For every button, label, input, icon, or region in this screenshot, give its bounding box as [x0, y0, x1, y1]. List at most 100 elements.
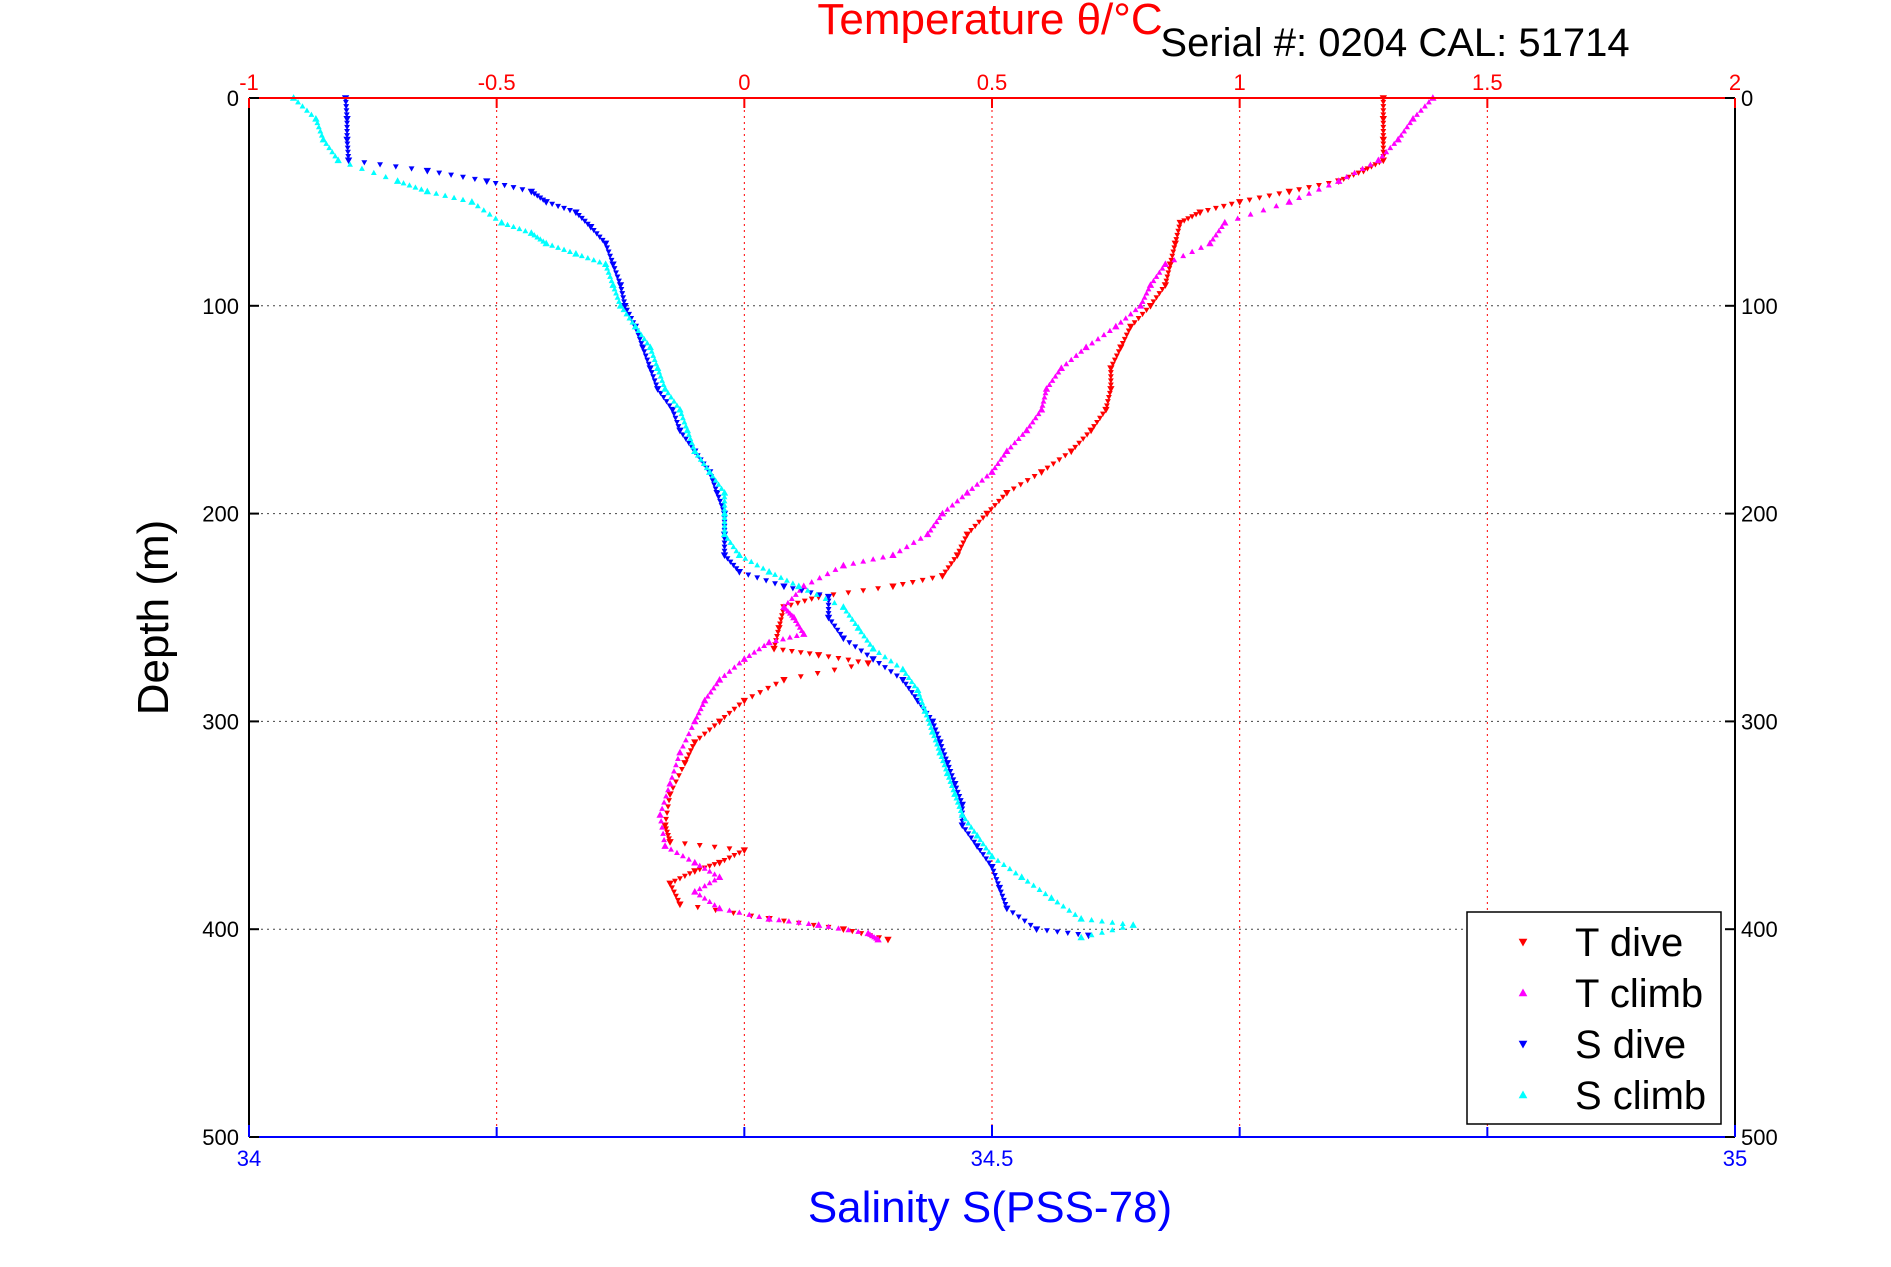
data-point-fill: [1122, 315, 1129, 321]
data-point-fill: [707, 689, 714, 695]
data-point-fill: [721, 544, 728, 550]
data-point-fill: [825, 606, 832, 613]
data-point-fill: [1425, 99, 1432, 105]
data-point-fill: [680, 432, 686, 438]
data-point: [715, 718, 724, 726]
data-point-fill: [660, 395, 667, 401]
data-point-fill: [954, 789, 961, 796]
data-point-fill: [1189, 248, 1196, 254]
data-point-fill: [687, 748, 694, 754]
data-point-fill: [926, 720, 933, 726]
data-point: [943, 769, 952, 777]
data-point-fill: [919, 577, 926, 584]
data-point-fill: [696, 843, 703, 849]
data-point-fill: [613, 270, 619, 276]
data-point-fill: [1106, 327, 1113, 333]
data-point-fill: [618, 286, 625, 293]
data-point: [1161, 282, 1170, 289]
data-point-fill: [710, 685, 717, 691]
data-point-fill: [1380, 99, 1387, 106]
data-point-fill: [668, 846, 674, 852]
data-point-fill: [663, 826, 669, 832]
data-point-fill: [954, 498, 961, 504]
data-point-fill: [1212, 232, 1219, 238]
data-point-fill: [852, 620, 859, 626]
data-point-fill: [344, 120, 350, 126]
data-point: [1409, 114, 1417, 122]
data-point-fill: [699, 701, 706, 707]
data-point: [715, 873, 724, 881]
data-point-fill: [928, 724, 934, 730]
data-point-fill: [888, 658, 894, 664]
data-point-fill: [1088, 932, 1095, 938]
data-point-fill: [343, 108, 350, 114]
data-point-fill: [1015, 435, 1022, 442]
data-point: [928, 718, 937, 726]
data-point: [814, 921, 823, 928]
data-point-fill: [814, 670, 821, 677]
data-point-fill: [460, 196, 466, 203]
data-point-fill: [1163, 278, 1170, 284]
y-tick-label-right: 300: [1741, 709, 1778, 734]
data-point-fill: [510, 185, 517, 191]
data-point-fill: [694, 452, 701, 458]
data-point-fill: [1220, 203, 1227, 210]
data-point-fill: [828, 619, 835, 625]
data-point-fill: [1073, 352, 1080, 358]
data-point-fill: [1367, 161, 1374, 167]
data-point-fill: [730, 562, 737, 569]
y-tick-label-right: 100: [1741, 294, 1778, 319]
data-point-fill: [1072, 444, 1079, 451]
data-point-fill: [810, 922, 817, 929]
data-point-fill: [1055, 369, 1062, 375]
data-point-fill: [675, 755, 681, 762]
chart-title: Temperature θ/°C: [817, 0, 1162, 44]
data-point-fill: [1276, 191, 1283, 197]
data-point-fill: [1050, 461, 1057, 467]
data-point-fill: [945, 565, 952, 571]
data-point-fill: [846, 640, 853, 646]
data-point: [988, 852, 996, 860]
data-point: [1018, 873, 1026, 881]
data-point: [1379, 136, 1387, 144]
data-point: [824, 614, 833, 622]
data-point: [646, 343, 654, 351]
data-point-fill: [1418, 107, 1424, 113]
data-point-fill: [957, 798, 964, 804]
data-point-fill: [685, 752, 692, 758]
data-point-fill: [824, 570, 831, 577]
data-point-fill: [864, 652, 871, 658]
data-point-fill: [658, 818, 665, 824]
data-point-fill: [1380, 129, 1387, 135]
data-point-fill: [642, 353, 649, 359]
data-point-fill: [665, 390, 671, 396]
data-point: [963, 531, 971, 539]
data-point-fill: [1109, 919, 1116, 925]
data-point-fill: [867, 641, 874, 647]
data-point-fill: [624, 307, 630, 313]
data-point: [1112, 322, 1120, 330]
data-point-fill: [315, 124, 322, 130]
data-point-fill: [1095, 336, 1101, 342]
data-point-fill: [757, 690, 764, 696]
data-point-fill: [948, 561, 955, 567]
data-point-fill: [774, 633, 780, 640]
data-point-fill: [905, 674, 912, 680]
data-point: [790, 613, 798, 621]
series-t-climb: [656, 94, 1437, 943]
data-point-fill: [671, 889, 677, 895]
data-point: [312, 114, 320, 122]
data-point: [839, 603, 848, 610]
data-point-fill: [910, 539, 917, 545]
data-point-fill: [1169, 253, 1176, 259]
data-point-fill: [861, 633, 868, 639]
data-point-fill: [721, 857, 728, 864]
data-point-fill: [983, 845, 989, 851]
data-point-fill: [616, 298, 622, 304]
data-point-fill: [855, 928, 862, 934]
data-point-fill: [848, 664, 855, 670]
data-point-fill: [858, 629, 865, 635]
y-tick-label-right: 200: [1741, 502, 1778, 527]
data-point-fill: [549, 242, 556, 248]
data-point-fill: [1123, 332, 1130, 338]
